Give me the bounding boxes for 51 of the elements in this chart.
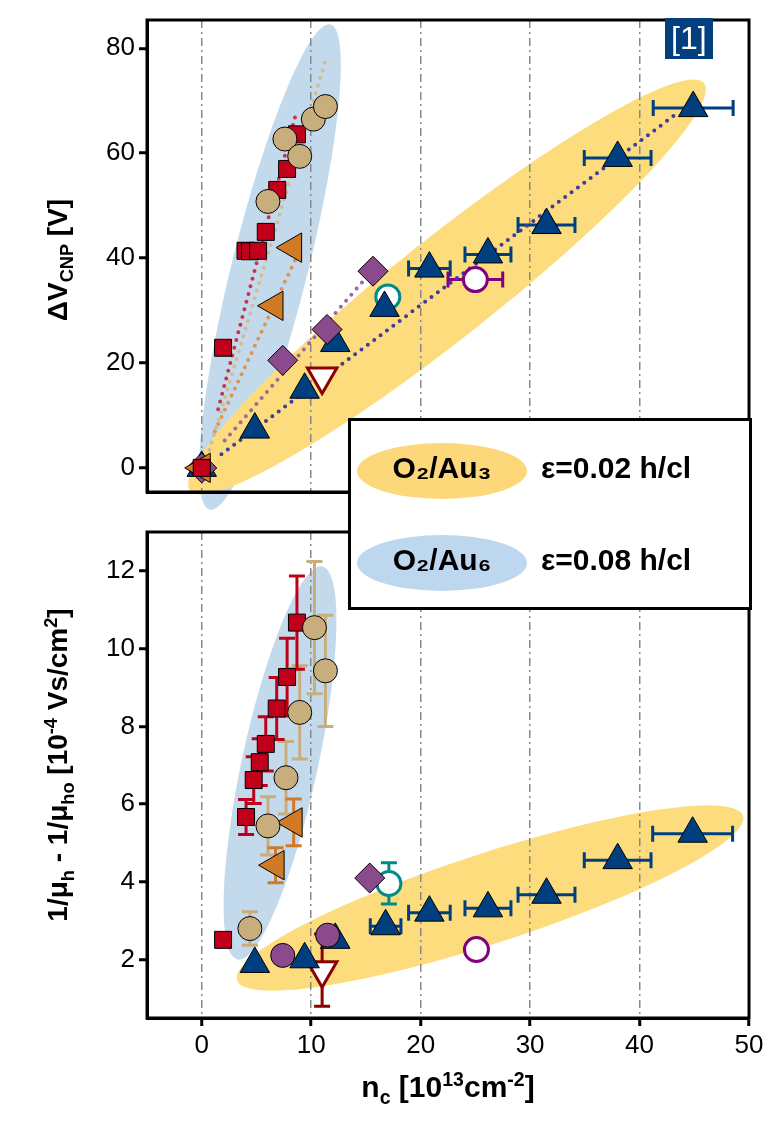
y-tick-label: 4	[120, 865, 135, 896]
point	[273, 765, 299, 791]
annotation: O₂/Au₃	[391, 451, 493, 485]
point	[462, 936, 490, 964]
annotation: O₂/Au₆	[391, 543, 493, 577]
point	[272, 126, 298, 152]
y-tick-label: 20	[106, 346, 135, 377]
point	[255, 813, 281, 839]
x-tick-label: 50	[734, 1028, 764, 1059]
x-tick-label: 10	[296, 1028, 326, 1059]
x-axis-title: n$_{c}$ [10$^{13}$cm$^{-2}$]	[361, 1068, 535, 1109]
point	[311, 313, 343, 345]
y-tick-label: 60	[106, 136, 135, 167]
x-tick-label: 40	[625, 1028, 655, 1059]
y-tick-label: 6	[120, 787, 135, 818]
y-tick-label: 8	[120, 709, 135, 740]
y-tick-label: 80	[106, 31, 135, 62]
point	[270, 942, 296, 968]
point	[287, 699, 313, 725]
point	[214, 930, 233, 949]
point	[237, 916, 263, 942]
point	[255, 188, 281, 214]
x-tick-label: 20	[406, 1028, 436, 1059]
annotation: ε=0.02 h/cl	[541, 451, 692, 485]
y-tick-label: 12	[106, 554, 135, 585]
x-tick-label: 0	[194, 1028, 209, 1059]
point	[354, 862, 386, 894]
point	[312, 94, 338, 120]
point	[249, 241, 268, 260]
point	[256, 222, 275, 241]
point	[244, 771, 263, 790]
annotation: ε=0.08 h/cl	[541, 543, 692, 577]
point	[267, 344, 299, 376]
y-tick-label: 10	[106, 631, 135, 662]
point	[214, 338, 233, 357]
point	[357, 255, 389, 287]
point	[287, 613, 306, 632]
point	[301, 615, 327, 641]
point	[312, 658, 338, 684]
point	[250, 753, 269, 772]
point	[461, 266, 489, 294]
y-tick-label: 2	[120, 942, 135, 973]
point	[287, 143, 313, 169]
annotation: [1]	[665, 18, 713, 59]
y-tick-label: 0	[120, 451, 135, 482]
point	[278, 668, 297, 687]
point	[267, 699, 286, 718]
point	[256, 734, 275, 753]
x-tick-label: 30	[515, 1028, 545, 1059]
y-tick-label: 40	[106, 241, 135, 272]
point	[237, 808, 256, 826]
